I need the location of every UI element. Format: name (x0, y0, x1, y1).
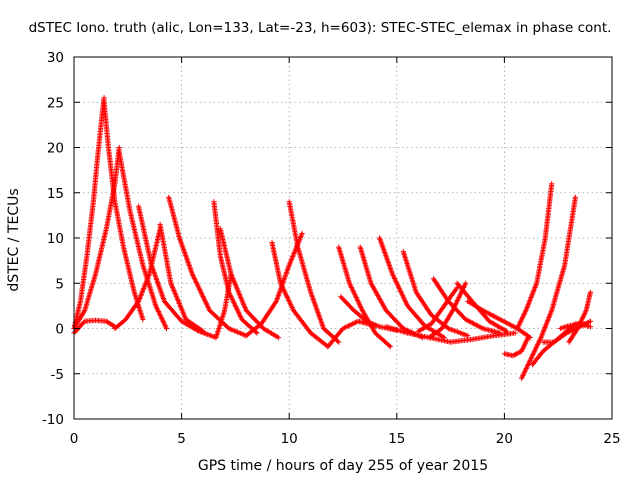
series-track (501, 334, 531, 359)
series-track (377, 235, 447, 341)
data-point (199, 327, 205, 333)
y-tick-label: 15 (47, 186, 64, 202)
y-tick-label: -10 (42, 412, 64, 428)
y-tick-label: 30 (47, 50, 64, 66)
data-point (163, 325, 170, 332)
data-point (140, 316, 146, 323)
series-track (557, 321, 594, 332)
data-series (71, 95, 594, 381)
data-point (275, 334, 281, 341)
y-tick-label: 0 (55, 322, 64, 338)
data-point (549, 181, 555, 187)
y-tick-label: 20 (47, 141, 64, 157)
y-tick-label: 25 (47, 95, 64, 111)
series-track (430, 276, 503, 336)
series-track (566, 289, 594, 345)
data-point (463, 280, 469, 286)
data-point (200, 328, 206, 334)
series-track (336, 244, 393, 350)
series-track (157, 221, 206, 334)
data-point (525, 334, 531, 341)
y-tick-label: 5 (55, 276, 64, 292)
x-tick-label: 20 (496, 431, 513, 447)
data-point (116, 144, 122, 151)
x-tick-label: 0 (70, 431, 79, 447)
data-point (386, 343, 392, 349)
series-track (383, 324, 518, 345)
data-point (512, 330, 518, 336)
series-track (217, 226, 281, 341)
data-point (334, 338, 341, 344)
x-tick-label: 15 (388, 431, 405, 447)
y-tick-label: -5 (51, 367, 64, 383)
data-point (587, 324, 594, 330)
data-point (336, 339, 342, 345)
data-point (504, 328, 510, 334)
chart-title: dSTEC Iono. truth (alic, Lon=133, Lat=-2… (28, 20, 612, 36)
data-point (299, 230, 305, 237)
series-track (400, 249, 471, 339)
x-tick-label: 25 (603, 431, 620, 447)
y-axis-label: dSTEC / TECUs (6, 188, 22, 292)
series-track (136, 203, 219, 341)
data-point (101, 95, 107, 101)
data-point (510, 353, 516, 359)
series-track (71, 317, 118, 336)
data-point (444, 324, 450, 331)
data-point (587, 318, 594, 324)
data-point (572, 194, 578, 200)
x-tick-label: 5 (177, 431, 186, 447)
y-tick-label: 10 (47, 231, 64, 247)
series-track (71, 144, 122, 332)
series-track (211, 199, 260, 336)
data-point (387, 344, 393, 350)
series-track (465, 298, 533, 341)
series-track (243, 230, 305, 339)
series-track (519, 194, 578, 381)
axis-ticks: 0 5 10 15 20 25 -10 -5 0 5 10 15 20 25 30 (42, 50, 621, 447)
series-track (286, 199, 342, 345)
data-point (135, 300, 141, 306)
x-axis-label: GPS time / hours of day 255 of year 2015 (197, 458, 489, 474)
data-point (254, 330, 260, 336)
data-point (587, 289, 594, 295)
x-tick-label: 10 (281, 431, 298, 447)
series-track (514, 181, 555, 332)
